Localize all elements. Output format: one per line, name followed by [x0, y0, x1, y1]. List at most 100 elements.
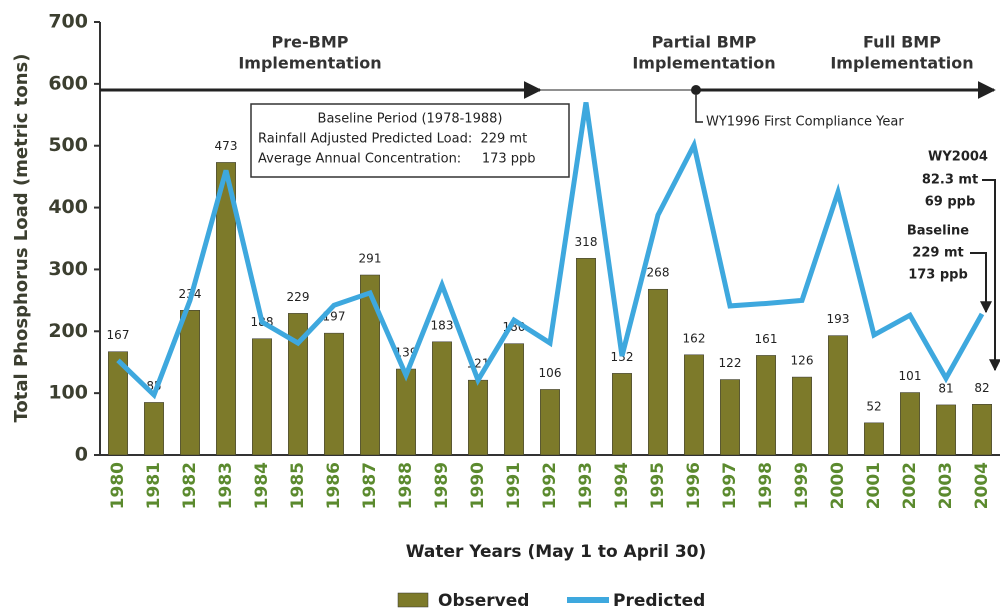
- bar: [720, 379, 740, 456]
- phase-label: Implementation: [830, 54, 973, 73]
- legend-label: Observed: [438, 591, 529, 610]
- bar: [504, 343, 524, 456]
- legend-label: Predicted: [613, 591, 705, 610]
- value-label: 161: [755, 332, 778, 346]
- bar: [576, 258, 596, 456]
- bar: [900, 392, 920, 456]
- bar: [972, 404, 992, 456]
- bar: [684, 354, 704, 456]
- bar: [828, 335, 848, 456]
- value-label: 106: [539, 366, 562, 380]
- box-line: Average Annual Concentration: 173 ppb: [258, 152, 536, 167]
- x-tick-label: 1997: [720, 462, 740, 509]
- x-tick-label: 1984: [252, 462, 272, 509]
- line: [116, 102, 985, 400]
- wy2004-note: 69 ppb: [925, 195, 976, 210]
- x-tick-label: 1998: [756, 462, 776, 509]
- wy2004-leader: [982, 179, 1000, 372]
- value-label: 473: [215, 139, 238, 153]
- compliance-note: WY1996 First Compliance Year: [706, 115, 904, 130]
- x-tick-label: 1996: [684, 462, 704, 509]
- y-tick-label: 400: [48, 196, 88, 218]
- bar: [144, 402, 164, 456]
- x-tick-label: 1990: [468, 462, 488, 509]
- bar: [180, 310, 200, 456]
- x-tick-label: 2002: [900, 462, 920, 509]
- x-tick-label: 1995: [648, 462, 668, 509]
- bar: [108, 351, 128, 456]
- x-tick-label: 2004: [972, 462, 992, 509]
- x-tick-label: 1980: [108, 462, 128, 509]
- x-axis-label: Water Years (May 1 to April 30): [406, 542, 707, 562]
- value-label: 291: [359, 251, 382, 265]
- value-label: 167: [107, 328, 130, 342]
- y-tick-label: 200: [48, 320, 88, 342]
- bar: [360, 274, 380, 456]
- box-line: Rainfall Adjusted Predicted Load: 229 mt: [258, 132, 527, 147]
- x-tick-label: 1983: [216, 462, 236, 509]
- x-tick-label: 1981: [144, 462, 164, 509]
- x-tick-label: 2003: [936, 462, 956, 509]
- bar: [216, 162, 236, 456]
- bar: [756, 355, 776, 456]
- value-label: 318: [575, 235, 598, 249]
- x-tick-label: 1986: [324, 462, 344, 509]
- x-tick-label: 1982: [180, 462, 200, 509]
- y-tick-label: 500: [48, 134, 88, 156]
- value-label: 101: [899, 369, 922, 383]
- x-tick-label: 1991: [504, 462, 524, 509]
- x-tick-label: 1988: [396, 462, 416, 509]
- y-axis-label: Total Phosphorus Load (metric tons): [11, 54, 32, 423]
- value-label: 268: [647, 266, 670, 280]
- bar: [540, 389, 560, 456]
- y-tick-label: 0: [75, 444, 88, 466]
- baseline-note: 229 mt: [912, 246, 963, 261]
- x-tick-label: 1992: [540, 462, 560, 509]
- baseline-note: Baseline: [907, 224, 969, 239]
- x-tick-label: 1987: [360, 462, 380, 509]
- value-label: 193: [827, 312, 850, 326]
- value-label: 126: [791, 354, 814, 368]
- x-tick-label: 1985: [288, 462, 308, 509]
- baseline-box: [250, 103, 570, 178]
- phase-label: Full BMP: [863, 33, 941, 52]
- bar: [432, 341, 452, 456]
- value-label: 132: [611, 350, 634, 364]
- bar: [864, 422, 884, 456]
- baseline-note: 173 ppb: [908, 268, 968, 283]
- bar: [324, 332, 344, 456]
- wy2004-note: 82.3 mt: [922, 173, 978, 188]
- x-tick-label: 1993: [576, 462, 596, 509]
- compliance-dot: [691, 85, 701, 95]
- y-tick-label: 700: [48, 11, 88, 33]
- value-label: 82: [974, 381, 989, 395]
- legend-swatch: [397, 592, 429, 608]
- value-label: 183: [431, 318, 454, 332]
- bar: [288, 313, 308, 456]
- value-label: 162: [683, 331, 706, 345]
- bar: [792, 376, 812, 456]
- value-label: 81: [938, 381, 953, 395]
- y-tick-label: 600: [48, 72, 88, 94]
- x-tick-label: 2000: [828, 462, 848, 509]
- bar: [252, 338, 272, 456]
- baseline-leader: [970, 252, 992, 314]
- compliance-leader: [695, 95, 703, 123]
- wy2004-note: WY2004: [928, 150, 988, 165]
- phase-label: Implementation: [238, 54, 381, 73]
- x-tick-label: 2001: [864, 462, 884, 509]
- y-tick-label: 300: [48, 258, 88, 280]
- value-label: 122: [719, 356, 742, 370]
- x-tick-label: 1989: [432, 462, 452, 509]
- phase-label: Partial BMP: [652, 33, 757, 52]
- bar: [648, 288, 668, 456]
- bar: [936, 404, 956, 456]
- phase-label: Implementation: [632, 54, 775, 73]
- bar: [612, 373, 632, 456]
- value-label: 52: [866, 399, 881, 413]
- box-line: Baseline Period (1978-1988): [318, 112, 503, 127]
- bar: [468, 379, 488, 456]
- y-tick-label: 100: [48, 382, 88, 404]
- phase-label: Pre-BMP: [272, 33, 349, 52]
